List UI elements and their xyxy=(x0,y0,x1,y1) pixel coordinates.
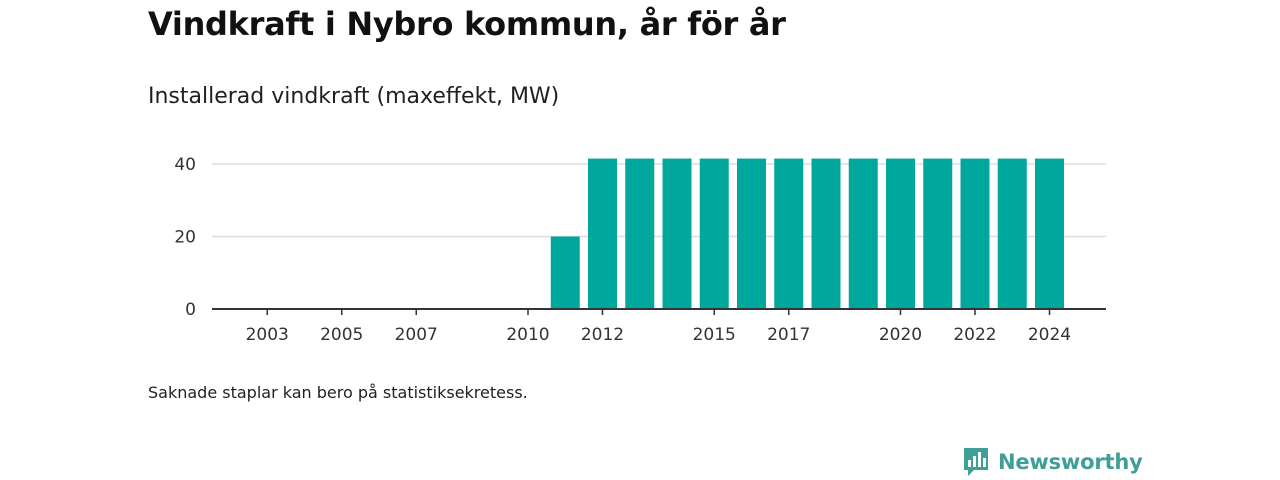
bar-2022 xyxy=(960,158,990,309)
x-axis xyxy=(212,308,1106,315)
x-tick-label: 2015 xyxy=(693,325,736,345)
x-tick-label: 2005 xyxy=(320,325,363,345)
bar-2011 xyxy=(550,236,580,309)
gridlines xyxy=(212,163,1106,238)
x-tick-label: 2024 xyxy=(1028,325,1071,345)
bar-2014 xyxy=(662,158,692,309)
bar-2015 xyxy=(699,158,729,309)
footnote: Saknade staplar kan bero på statistiksek… xyxy=(148,383,528,402)
chart-title: Vindkraft i Nybro kommun, år för år xyxy=(148,5,786,43)
chart-subtitle: Installerad vindkraft (maxeffekt, MW) xyxy=(148,84,560,109)
x-tick-label: 2022 xyxy=(953,325,996,345)
y-tick-labels: 0 20 40 xyxy=(174,155,196,320)
x-tick-label: 2012 xyxy=(581,325,624,345)
bar-2021 xyxy=(923,158,953,309)
x-tick-label: 2010 xyxy=(506,325,549,345)
brand-logo: Newsworthy xyxy=(962,446,1143,478)
x-tick-label: 2007 xyxy=(395,325,438,345)
bar-2016 xyxy=(737,158,766,309)
brand-name: Newsworthy xyxy=(998,450,1143,474)
newsworthy-logo-icon xyxy=(964,448,988,476)
bars xyxy=(550,158,1064,309)
bar-2019 xyxy=(848,158,878,309)
bar-2012 xyxy=(588,158,617,309)
x-tick-label: 2003 xyxy=(246,325,289,345)
bar-2013 xyxy=(625,158,655,309)
y-tick-label: 0 xyxy=(185,300,196,320)
bar-2023 xyxy=(997,158,1027,309)
y-tick-label: 20 xyxy=(174,228,196,248)
x-tick-label: 2020 xyxy=(879,325,922,345)
bar-2024 xyxy=(1035,158,1064,309)
x-tick-label: 2017 xyxy=(767,325,810,345)
bar-2017 xyxy=(774,158,804,309)
bar-2020 xyxy=(886,158,915,309)
x-tick-labels: 2003 2005 2007 2010 2012 2015 2017 2020 2022 2024 xyxy=(246,325,1072,345)
bar-2018 xyxy=(811,158,841,309)
y-tick-label: 40 xyxy=(174,155,196,175)
